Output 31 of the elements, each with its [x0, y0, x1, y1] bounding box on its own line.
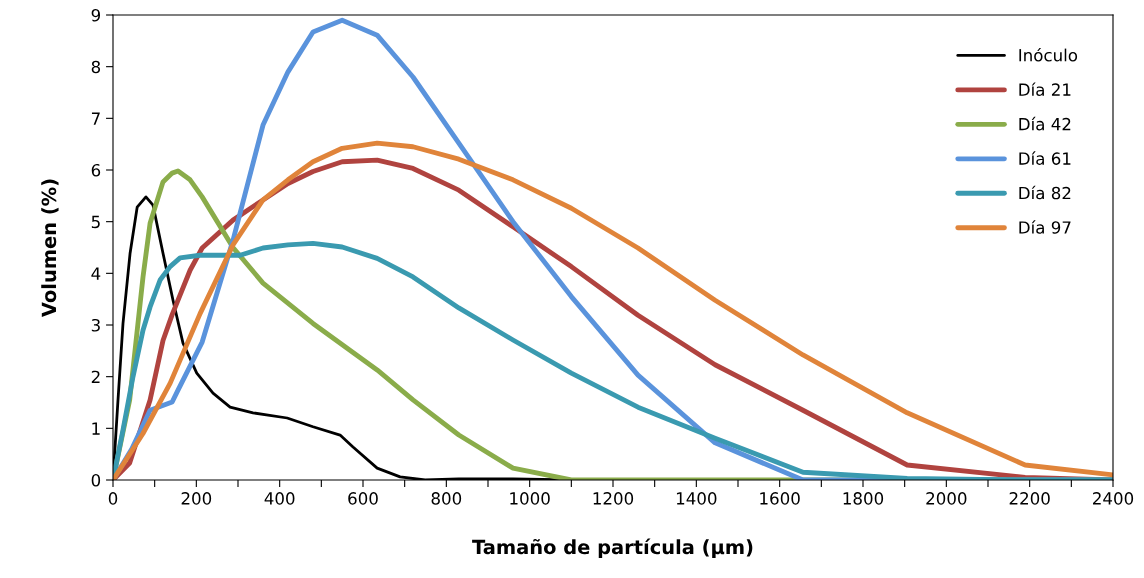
legend-label: Inóculo [1019, 47, 1078, 62]
y-tick-label: 5 [91, 215, 100, 229]
x-tick-label: 1800 [843, 492, 884, 505]
y-tick-label: 0 [91, 473, 101, 487]
x-axis-title: Tamaño de partícula (µm) [472, 538, 753, 559]
x-tick-label: 2000 [926, 492, 967, 505]
y-tick-label: 9 [91, 8, 101, 22]
x-tick-label: 0 [108, 492, 118, 505]
y-tick-label: 2 [91, 370, 100, 383]
y-tick-label: 7 [91, 112, 100, 125]
x-tick-label: 1400 [676, 492, 717, 505]
x-tick-label: 1600 [760, 492, 800, 505]
x-tick-label: 200 [181, 492, 212, 505]
x-tick-label: 800 [431, 492, 462, 505]
x-tick-label: 2400 [1093, 492, 1134, 505]
x-tick-label: 1200 [593, 492, 634, 505]
y-tick-label: 3 [91, 318, 100, 332]
y-tick-label: 4 [91, 267, 101, 280]
legend-label: Día 82 [1019, 185, 1071, 200]
legend-label: Día 61 [1019, 151, 1071, 165]
y-tick-label: 8 [91, 60, 101, 74]
x-tick-label: 2200 [1009, 492, 1050, 505]
y-tick-label: 6 [91, 163, 101, 177]
legend-label: Día 21 [1019, 82, 1071, 96]
legend-label: Día 42 [1019, 116, 1071, 131]
x-tick-label: 600 [348, 492, 378, 505]
x-tick-label: 400 [264, 492, 295, 505]
x-tick-label: 1000 [510, 492, 550, 505]
legend-label: Día 97 [1019, 220, 1071, 234]
y-axis-title: Volumen (%) [41, 179, 59, 317]
y-tick-label: 1 [92, 422, 100, 435]
